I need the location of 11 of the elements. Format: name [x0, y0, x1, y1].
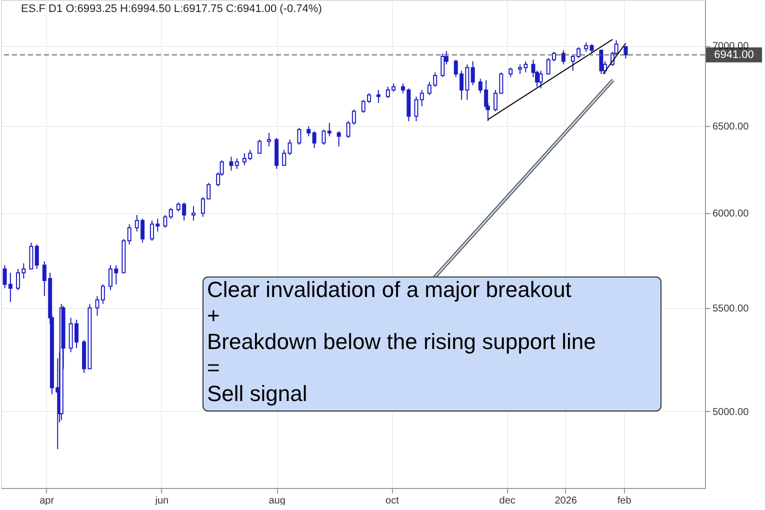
- chart-title: ES.F D1 O:6993.25 H:6994.50 L:6917.75 C:6941.00 (-0.74%): [21, 3, 322, 15]
- x-tick-label: feb: [617, 496, 632, 506]
- y-tick-label: 5500.00: [712, 303, 750, 314]
- annotation: Clear invalidation of a major breakout + Breakdown below the rising support line = Sell signal: [207, 277, 596, 406]
- x-tick-label: oct: [386, 496, 400, 506]
- y-tick-label: 5000.00: [712, 406, 750, 418]
- x-tick-label: 2026: [554, 496, 578, 506]
- ref-line-label: 6941.00: [714, 48, 754, 61]
- x-tick-label: dec: [499, 496, 516, 506]
- y-tick-label: 6500.00: [712, 122, 750, 133]
- y-tick-label: 6000.00: [712, 208, 750, 220]
